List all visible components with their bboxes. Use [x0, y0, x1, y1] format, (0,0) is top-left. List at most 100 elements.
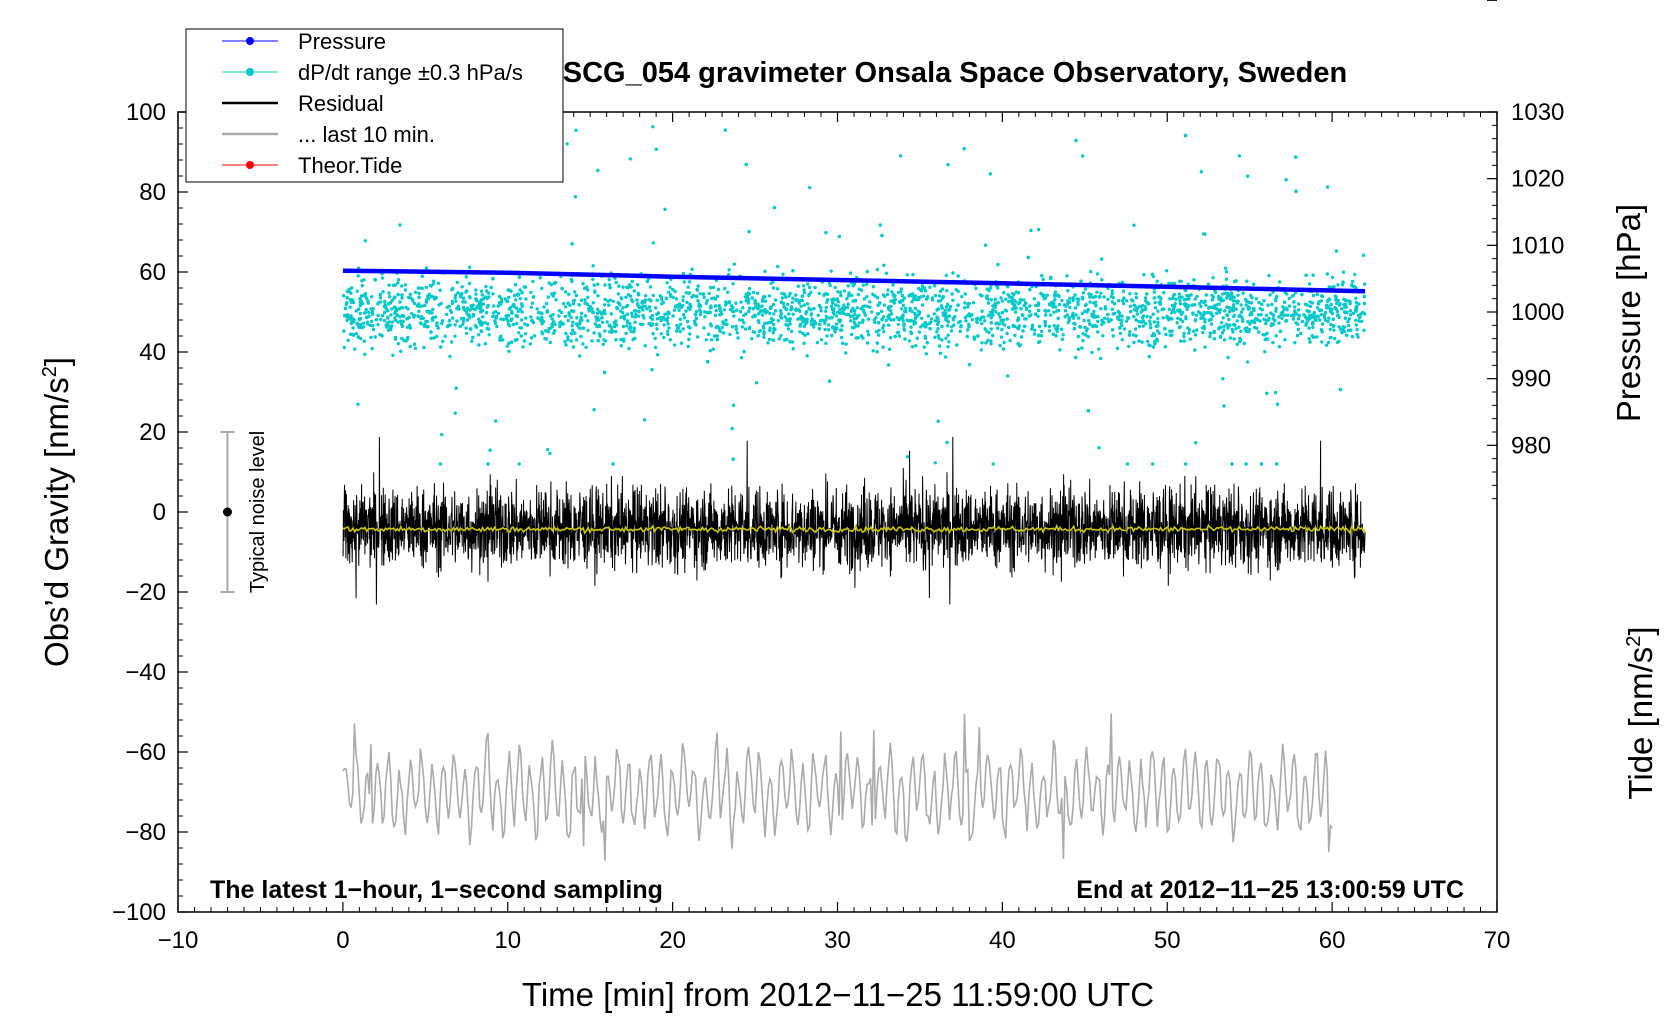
dpdt-point — [1225, 296, 1229, 300]
dpdt-point — [601, 342, 605, 346]
dpdt-point — [602, 370, 607, 375]
dpdt-point — [586, 319, 590, 323]
dpdt-point — [1115, 346, 1120, 350]
dpdt-point — [807, 285, 812, 290]
dpdt-point — [1157, 295, 1161, 299]
dpdt-point — [1237, 325, 1241, 329]
dpdt-point — [986, 297, 990, 301]
dpdt-point — [1354, 305, 1358, 310]
dpdt-point — [768, 326, 772, 330]
dpdt-point — [454, 386, 458, 390]
x-tick-label: 10 — [494, 927, 521, 954]
dpdt-point — [1343, 316, 1348, 320]
x-tick-label: 60 — [1319, 927, 1346, 954]
dpdt-point — [1273, 390, 1278, 395]
dpdt-point — [522, 285, 526, 289]
dpdt-point — [667, 326, 671, 330]
dpdt-point — [1217, 294, 1221, 299]
dpdt-point — [1201, 330, 1205, 335]
dpdt-point — [970, 317, 974, 322]
dpdt-point — [624, 295, 628, 299]
dpdt-point — [802, 341, 806, 345]
dpdt-point — [1238, 313, 1242, 318]
dpdt-point — [748, 306, 752, 310]
dpdt-point — [1134, 292, 1138, 296]
dpdt-point — [447, 319, 452, 323]
dpdt-point — [741, 306, 745, 310]
dpdt-point — [529, 315, 533, 319]
dpdt-point — [1342, 329, 1347, 334]
dpdt-point — [983, 319, 987, 323]
dpdt-point — [577, 303, 581, 307]
dpdt-point — [396, 278, 401, 282]
dpdt-point — [1294, 155, 1298, 159]
dpdt-point — [1010, 296, 1014, 300]
y-tick-label: −100 — [112, 899, 166, 926]
dpdt-point — [865, 269, 869, 274]
dpdt-point — [514, 298, 518, 302]
dpdt-point — [1347, 317, 1352, 321]
dpdt-point — [967, 362, 972, 367]
dpdt-point — [782, 292, 787, 296]
dpdt-point — [1245, 299, 1249, 303]
dpdt-point — [787, 294, 791, 298]
dpdt-point — [1073, 293, 1077, 297]
dpdt-point — [1362, 301, 1367, 306]
dpdt-point — [668, 285, 672, 289]
dpdt-point — [1203, 317, 1207, 321]
dpdt-point — [1043, 296, 1048, 300]
dpdt-point — [603, 339, 608, 343]
dpdt-point — [701, 292, 706, 296]
dpdt-point — [688, 302, 692, 306]
dpdt-point — [803, 333, 807, 337]
dpdt-point — [1361, 253, 1366, 257]
dpdt-point — [1193, 441, 1198, 445]
dpdt-point — [1148, 322, 1153, 326]
dpdt-point — [1341, 270, 1346, 274]
dpdt-point — [548, 451, 552, 456]
dpdt-point — [479, 310, 483, 314]
dpdt-point — [965, 334, 969, 339]
dpdt-point — [1218, 335, 1223, 339]
dpdt-point — [603, 283, 607, 287]
dpdt-point — [458, 292, 463, 296]
dpdt-point — [1151, 312, 1156, 316]
dpdt-point — [885, 292, 890, 297]
dpdt-point — [727, 300, 731, 304]
dpdt-point — [819, 309, 823, 313]
dpdt-point — [824, 309, 828, 313]
dpdt-point — [629, 298, 634, 302]
dpdt-point — [1005, 331, 1009, 336]
dpdt-point — [804, 311, 808, 316]
dpdt-point — [703, 315, 707, 319]
dpdt-point — [763, 269, 767, 273]
dpdt-point — [694, 323, 698, 327]
dpdt-point — [922, 345, 926, 349]
dpdt-point — [581, 326, 586, 330]
dpdt-point — [519, 318, 524, 322]
dpdt-point — [857, 287, 861, 291]
dpdt-point — [1169, 281, 1174, 286]
dpdt-point — [708, 285, 713, 290]
dpdt-point — [603, 297, 607, 302]
dpdt-point — [662, 323, 666, 327]
dpdt-point — [1065, 313, 1070, 317]
dpdt-point — [807, 307, 812, 311]
dpdt-point — [750, 296, 754, 300]
dpdt-point — [1002, 340, 1006, 345]
dpdt-point — [464, 331, 469, 336]
dpdt-point — [421, 316, 425, 320]
dpdt-point — [1088, 300, 1092, 304]
dpdt-point — [833, 303, 838, 307]
dpdt-point — [1297, 313, 1302, 318]
dpdt-point — [1099, 356, 1103, 361]
dpdt-point — [1095, 290, 1099, 294]
dpdt-point — [704, 301, 709, 305]
dpdt-point — [974, 286, 978, 291]
dpdt-point — [723, 128, 727, 132]
dpdt-point — [641, 313, 645, 318]
dpdt-point — [603, 311, 607, 316]
dpdt-point — [1004, 309, 1009, 313]
dpdt-point — [1081, 338, 1085, 343]
dpdt-point — [989, 316, 993, 320]
